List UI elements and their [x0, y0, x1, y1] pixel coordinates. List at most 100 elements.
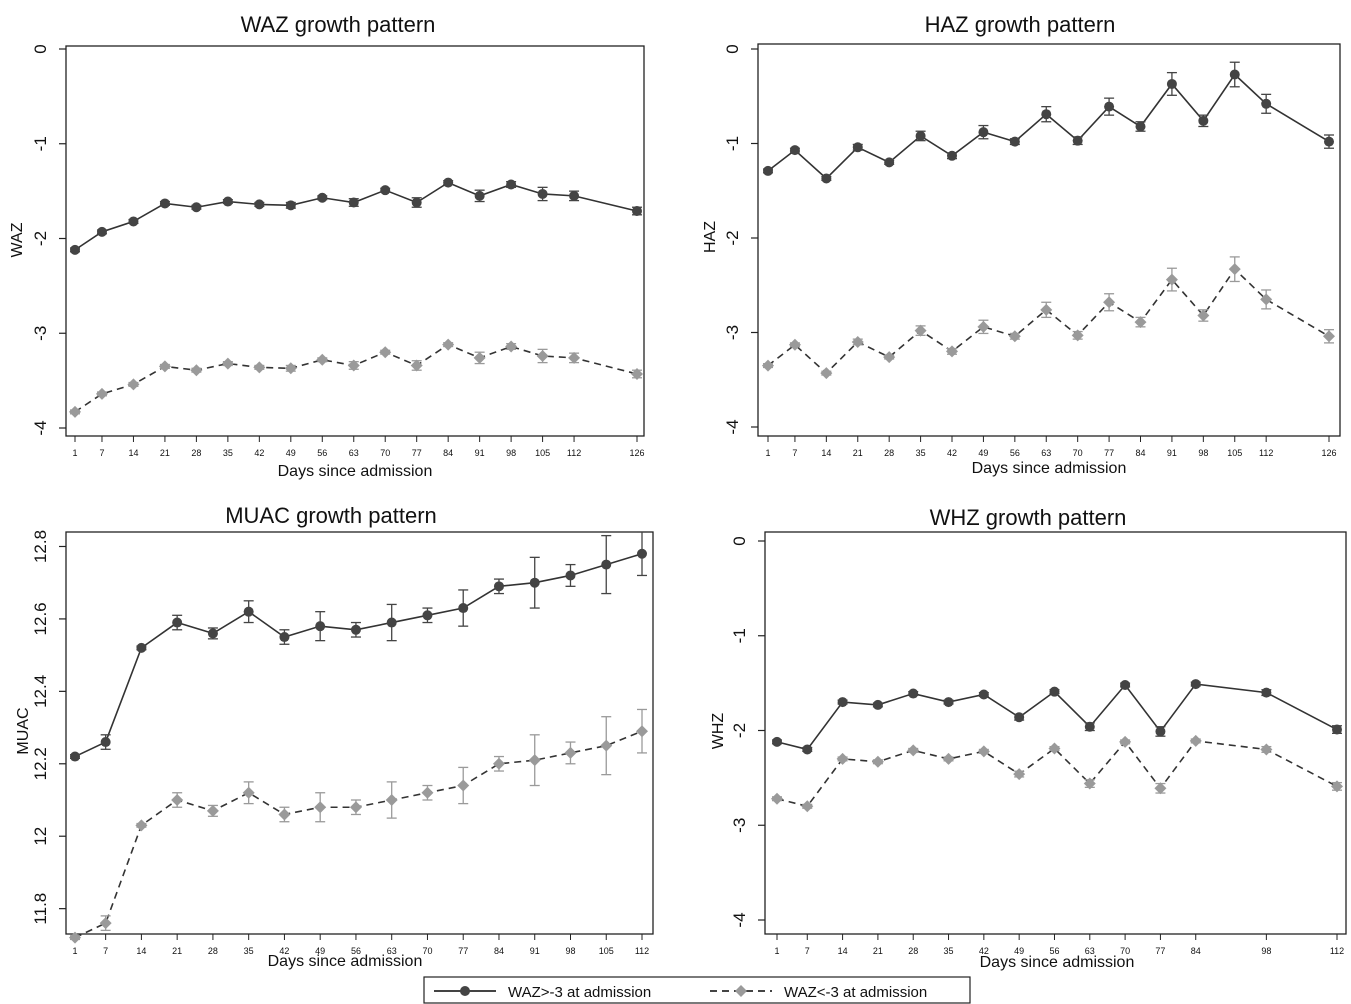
- data-point: [1229, 69, 1240, 80]
- x-tick-label: 1: [72, 448, 77, 458]
- y-tick-label: -1: [730, 628, 749, 643]
- x-tick-label: 28: [191, 448, 201, 458]
- data-point: [315, 621, 326, 632]
- x-tick-label: 1: [72, 946, 77, 956]
- data-point: [380, 185, 391, 196]
- x-tick-label: 21: [172, 946, 182, 956]
- data-point: [1072, 135, 1083, 146]
- data-point: [69, 405, 81, 418]
- data-point: [190, 364, 203, 377]
- y-tick-label: 12.6: [31, 602, 50, 635]
- data-point: [474, 190, 485, 201]
- data-point: [128, 216, 139, 227]
- x-tick-label: 7: [103, 946, 108, 956]
- x-tick-label: 105: [1227, 448, 1242, 458]
- x-tick-label: 49: [286, 448, 296, 458]
- data-point: [221, 357, 234, 370]
- plot-frame: [764, 531, 1347, 935]
- data-point: [946, 345, 959, 358]
- data-point: [565, 570, 576, 581]
- data-point: [421, 786, 434, 799]
- haz-panel: HAZ growth pattern Days since admission HA…: [702, 12, 1341, 477]
- y-tick-label: 11.8: [31, 893, 50, 925]
- data-point: [1197, 309, 1210, 322]
- x-tick-label: 7: [99, 448, 104, 458]
- x-tick-label: 112: [1259, 448, 1273, 458]
- data-point: [136, 642, 147, 653]
- y-tick-label: -2: [723, 230, 742, 245]
- x-tick-label: 35: [244, 946, 254, 956]
- x-tick-label: 98: [1261, 946, 1271, 956]
- data-point: [1155, 726, 1166, 737]
- data-point: [95, 387, 108, 400]
- x-tick-label: 112: [1330, 946, 1344, 956]
- x-tick-label: 112: [567, 448, 581, 458]
- x-tick-label: 84: [494, 946, 504, 956]
- legend-label-above-minus-3: WAZ>-3 at admission: [508, 984, 651, 1001]
- y-tick-label: -4: [31, 420, 50, 435]
- plot-frame: [65, 45, 645, 437]
- x-tick-label: 105: [535, 448, 550, 458]
- data-point: [442, 338, 455, 351]
- data-point: [637, 548, 647, 559]
- legend-box: [423, 976, 971, 1004]
- x-tick-label: 98: [506, 448, 516, 458]
- data-point: [171, 794, 184, 806]
- data-point: [457, 779, 470, 792]
- waz-panel: WAZ growth pattern Days since admission WA…: [9, 12, 645, 480]
- x-tick-label: 77: [458, 946, 468, 956]
- data-point: [1048, 742, 1061, 755]
- x-axis-label: Days since admission: [278, 463, 433, 480]
- data-point: [1134, 316, 1147, 329]
- x-tick-label: 84: [1135, 448, 1145, 458]
- data-point: [253, 361, 266, 374]
- x-tick-label: 42: [279, 946, 289, 956]
- y-tick-label: -2: [31, 231, 50, 246]
- x-tick-label: 14: [136, 946, 146, 956]
- data-point: [285, 200, 296, 211]
- data-point: [1228, 263, 1241, 276]
- data-point: [1049, 686, 1060, 697]
- data-point: [1120, 680, 1131, 691]
- legend-label-below-minus-3: WAZ<-3 at admission: [784, 984, 927, 1001]
- y-tick-label: 12.2: [31, 747, 50, 780]
- data-point: [1189, 734, 1202, 747]
- x-tick-label: 42: [254, 448, 264, 458]
- data-point: [278, 808, 291, 821]
- data-point: [1323, 330, 1335, 343]
- data-point: [69, 931, 81, 944]
- data-point: [1008, 330, 1021, 343]
- x-axis-label: Days since admission: [972, 460, 1127, 477]
- data-point: [1166, 78, 1177, 89]
- data-point: [836, 752, 849, 765]
- data-point: [883, 351, 896, 364]
- data-point: [1261, 687, 1272, 698]
- data-point: [385, 794, 398, 806]
- x-tick-label: 112: [635, 946, 649, 956]
- data-point: [127, 378, 140, 391]
- data-point: [977, 320, 990, 333]
- data-point: [242, 786, 255, 799]
- data-point: [1083, 777, 1096, 790]
- y-tick-label: -3: [723, 325, 742, 340]
- x-tick-label: 126: [1321, 448, 1336, 458]
- data-point: [1198, 115, 1209, 126]
- data-point: [788, 338, 801, 351]
- data-point: [135, 819, 148, 832]
- chart-title: MUAC growth pattern: [225, 503, 437, 528]
- data-point: [422, 610, 433, 621]
- data-point: [569, 190, 580, 201]
- data-point: [1041, 109, 1052, 120]
- x-tick-label: 70: [380, 448, 390, 458]
- x-tick-label: 77: [412, 448, 422, 458]
- data-point: [458, 603, 469, 614]
- x-axis-label: Days since admission: [268, 953, 423, 970]
- data-point: [977, 745, 990, 758]
- data-point: [386, 617, 397, 628]
- data-point: [70, 751, 80, 762]
- data-point: [1119, 735, 1132, 748]
- legend-item-below-minus-3: WAZ<-3 at admission: [710, 984, 927, 1001]
- y-axis-label: WHZ: [710, 713, 727, 750]
- x-tick-label: 42: [947, 448, 957, 458]
- x-tick-label: 28: [884, 448, 894, 458]
